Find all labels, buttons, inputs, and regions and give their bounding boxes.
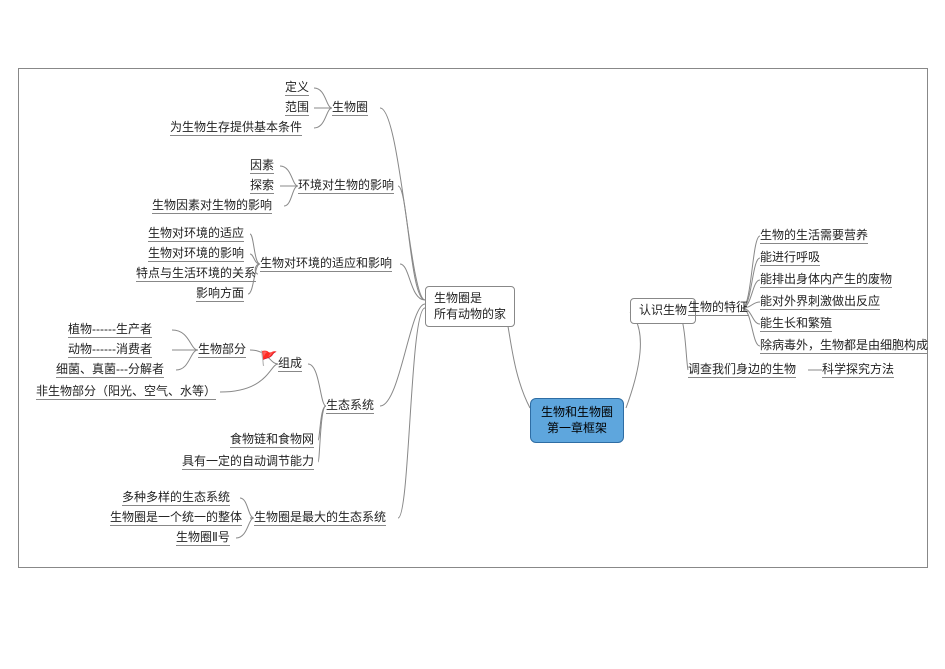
leaf-g1-0: 定义 bbox=[285, 80, 309, 96]
leaf-g3-3-text: 影响方面 bbox=[196, 286, 244, 300]
node-biosphere-label: 生物圈 bbox=[332, 100, 368, 114]
leaf-g3-0-text: 生物对环境的适应 bbox=[148, 226, 244, 240]
branch-biosphere-home-l1: 生物圈是 bbox=[434, 291, 482, 305]
node-largest-eco-label: 生物圈是最大的生态系统 bbox=[254, 510, 386, 524]
branch-biosphere-home: 生物圈是 所有动物的家 bbox=[425, 286, 515, 327]
leaf-g4-1-text: 具有一定的自动调节能力 bbox=[182, 454, 314, 468]
leaf-g2-0: 因素 bbox=[250, 158, 274, 174]
leaf-g2-2: 生物因素对生物的影响 bbox=[152, 198, 272, 214]
leaf-bp-1: 动物------消费者 bbox=[68, 342, 152, 358]
leaf-r-2: 能排出身体内产生的废物 bbox=[760, 272, 892, 288]
node-largest-eco: 生物圈是最大的生态系统 bbox=[254, 510, 386, 526]
node-env-effect: 环境对生物的影响 bbox=[298, 178, 394, 194]
leaf-method-text: 科学探究方法 bbox=[822, 362, 894, 376]
leaf-bp-0: 植物------生产者 bbox=[68, 322, 152, 338]
node-characteristics-label: 生物的特征 bbox=[688, 300, 748, 314]
leaf-r-0-text: 生物的生活需要营养 bbox=[760, 228, 868, 242]
leaf-r-1-text: 能进行呼吸 bbox=[760, 250, 820, 264]
leaf-r-5: 除病毒外，生物都是由细胞构成 bbox=[760, 338, 928, 354]
leaf-g1-1: 范围 bbox=[285, 100, 309, 116]
node-adapt-label: 生物对环境的适应和影响 bbox=[260, 256, 392, 270]
center-line2: 第一章框架 bbox=[547, 421, 607, 435]
node-ecosystem: 生态系统 bbox=[326, 398, 374, 414]
leaf-g2-1: 探索 bbox=[250, 178, 274, 194]
leaf-g3-1-text: 生物对环境的影响 bbox=[148, 246, 244, 260]
node-survey-label: 调查我们身边的生物 bbox=[688, 362, 796, 376]
leaf-bp-2: 细菌、真菌---分解者 bbox=[56, 362, 164, 378]
node-env-effect-label: 环境对生物的影响 bbox=[298, 178, 394, 192]
node-biopart-label: 生物部分 bbox=[198, 342, 246, 356]
leaf-g5-2-text: 生物圈Ⅱ号 bbox=[176, 530, 230, 544]
leaf-g3-3: 影响方面 bbox=[196, 286, 244, 302]
leaf-g1-2: 为生物生存提供基本条件 bbox=[170, 120, 302, 136]
leaf-abiotic: 非生物部分（阳光、空气、水等） bbox=[36, 384, 216, 400]
leaf-r-4: 能生长和繁殖 bbox=[760, 316, 832, 332]
leaf-r-3-text: 能对外界刺激做出反应 bbox=[760, 294, 880, 308]
leaf-bp-2-text: 细菌、真菌---分解者 bbox=[56, 362, 164, 376]
leaf-g4-0: 食物链和食物网 bbox=[230, 432, 314, 448]
leaf-g3-0: 生物对环境的适应 bbox=[148, 226, 244, 242]
leaf-g5-0: 多种多样的生态系统 bbox=[122, 490, 230, 506]
leaf-g3-2-text: 特点与生活环境的关系 bbox=[136, 266, 256, 280]
node-survey: 调查我们身边的生物 bbox=[688, 362, 796, 378]
leaf-g3-2: 特点与生活环境的关系 bbox=[136, 266, 256, 282]
node-biosphere: 生物圈 bbox=[332, 100, 368, 116]
leaf-g5-2: 生物圈Ⅱ号 bbox=[176, 530, 230, 546]
leaf-g5-1: 生物圈是一个统一的整体 bbox=[110, 510, 242, 526]
leaf-r-5-text: 除病毒外，生物都是由细胞构成 bbox=[760, 338, 928, 352]
node-adapt: 生物对环境的适应和影响 bbox=[260, 256, 392, 272]
leaf-g2-2-text: 生物因素对生物的影响 bbox=[152, 198, 272, 212]
flag-icon: 🚩 bbox=[260, 350, 277, 367]
leaf-g1-1-text: 范围 bbox=[285, 100, 309, 114]
center-line1: 生物和生物圈 bbox=[541, 405, 613, 419]
leaf-r-2-text: 能排出身体内产生的废物 bbox=[760, 272, 892, 286]
leaf-g5-0-text: 多种多样的生态系统 bbox=[122, 490, 230, 504]
leaf-bp-0-text: 植物------生产者 bbox=[68, 322, 152, 336]
branch-recognize-biology-label: 认识生物 bbox=[639, 303, 687, 317]
leaf-bp-1-text: 动物------消费者 bbox=[68, 342, 152, 356]
node-composition: 组成 bbox=[278, 356, 302, 372]
leaf-r-3: 能对外界刺激做出反应 bbox=[760, 294, 880, 310]
leaf-g3-1: 生物对环境的影响 bbox=[148, 246, 244, 262]
leaf-method: 科学探究方法 bbox=[822, 362, 894, 378]
leaf-g2-0-text: 因素 bbox=[250, 158, 274, 172]
leaf-g5-1-text: 生物圈是一个统一的整体 bbox=[110, 510, 242, 524]
node-characteristics: 生物的特征 bbox=[688, 300, 748, 316]
leaf-g4-0-text: 食物链和食物网 bbox=[230, 432, 314, 446]
center-node: 生物和生物圈 第一章框架 bbox=[530, 398, 624, 443]
leaf-r-4-text: 能生长和繁殖 bbox=[760, 316, 832, 330]
leaf-g4-1: 具有一定的自动调节能力 bbox=[182, 454, 314, 470]
leaf-g1-0-text: 定义 bbox=[285, 80, 309, 94]
node-composition-label: 组成 bbox=[278, 356, 302, 370]
leaf-r-0: 生物的生活需要营养 bbox=[760, 228, 868, 244]
leaf-g2-1-text: 探索 bbox=[250, 178, 274, 192]
node-ecosystem-label: 生态系统 bbox=[326, 398, 374, 412]
leaf-g1-2-text: 为生物生存提供基本条件 bbox=[170, 120, 302, 134]
node-biopart: 生物部分 bbox=[198, 342, 246, 358]
leaf-r-1: 能进行呼吸 bbox=[760, 250, 820, 266]
leaf-abiotic-text: 非生物部分（阳光、空气、水等） bbox=[36, 384, 216, 398]
branch-recognize-biology: 认识生物 bbox=[630, 298, 696, 324]
branch-biosphere-home-l2: 所有动物的家 bbox=[434, 307, 506, 321]
